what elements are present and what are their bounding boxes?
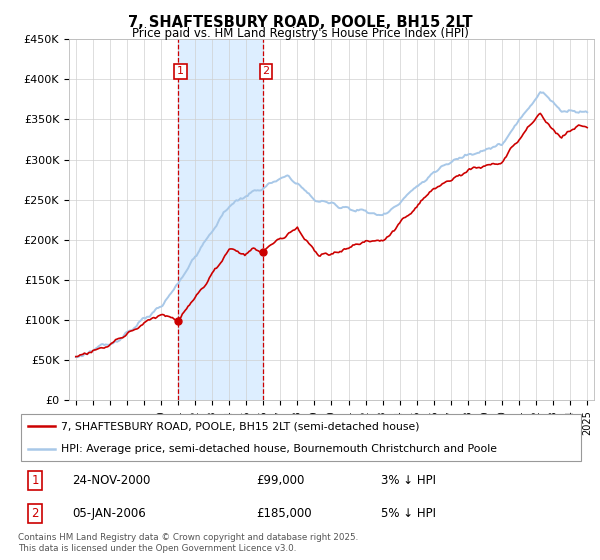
Text: 1: 1 (31, 474, 39, 487)
Text: 2: 2 (31, 507, 39, 520)
Text: 3% ↓ HPI: 3% ↓ HPI (381, 474, 436, 487)
Text: 7, SHAFTESBURY ROAD, POOLE, BH15 2LT (semi-detached house): 7, SHAFTESBURY ROAD, POOLE, BH15 2LT (se… (61, 421, 419, 431)
Text: HPI: Average price, semi-detached house, Bournemouth Christchurch and Poole: HPI: Average price, semi-detached house,… (61, 444, 497, 454)
Text: 05-JAN-2006: 05-JAN-2006 (72, 507, 146, 520)
Text: 2: 2 (262, 66, 269, 76)
Text: Contains HM Land Registry data © Crown copyright and database right 2025.
This d: Contains HM Land Registry data © Crown c… (18, 533, 358, 553)
Text: Price paid vs. HM Land Registry's House Price Index (HPI): Price paid vs. HM Land Registry's House … (131, 27, 469, 40)
Bar (178, 39, 263, 400)
FancyBboxPatch shape (21, 414, 581, 461)
Text: 7, SHAFTESBURY ROAD, POOLE, BH15 2LT: 7, SHAFTESBURY ROAD, POOLE, BH15 2LT (128, 15, 472, 30)
Text: 24-NOV-2000: 24-NOV-2000 (72, 474, 150, 487)
Text: 1: 1 (177, 66, 184, 76)
Text: 5% ↓ HPI: 5% ↓ HPI (381, 507, 436, 520)
Text: £185,000: £185,000 (256, 507, 312, 520)
Text: £99,000: £99,000 (256, 474, 305, 487)
